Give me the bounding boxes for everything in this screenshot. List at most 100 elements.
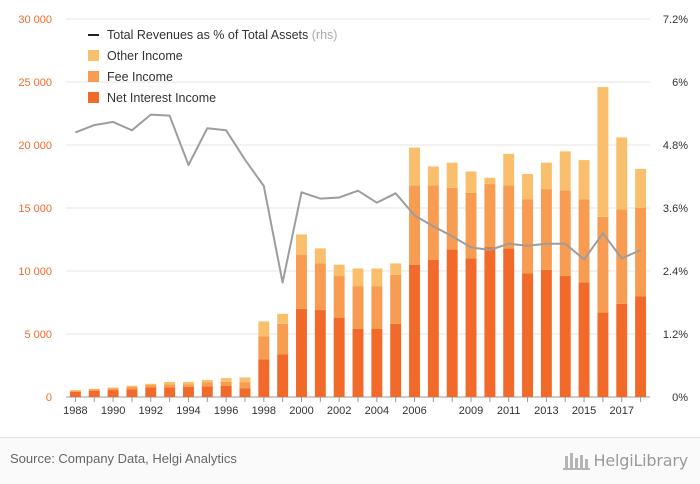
bar-other-income [182,381,194,385]
x-tick-label: 2006 [402,405,426,417]
legend-label-text: Net Interest Income [107,91,216,105]
bar-net-interest-income [239,388,251,397]
x-tick-label: 1998 [252,405,276,417]
x-tick-label: 2015 [572,405,596,417]
bar-fee-income [201,382,213,387]
bar-other-income [88,388,100,390]
x-tick-label: 2017 [609,405,633,417]
bar-fee-income [540,189,552,270]
bar-fee-income [522,199,534,274]
bar-other-income [597,87,609,217]
bar-fee-income [333,276,345,318]
bar-other-income [258,321,270,337]
line-series [75,113,642,284]
bar-other-income [69,390,81,391]
legend-swatch [88,92,99,103]
y-right-tick-label: 3.6% [663,203,688,215]
y-right-tick-label: 2.4% [663,266,688,278]
y-right-tick-label: 0% [672,392,688,404]
bar-net-interest-income [559,276,571,397]
bar-net-interest-income [352,328,364,397]
bar-fee-income [446,187,458,250]
brand-name: HelgiLibrary [593,450,689,470]
bar-fee-income [277,323,289,355]
legend-label-text: Total Revenues as % of Total Assets [107,28,308,42]
bar-other-income [427,166,439,186]
bar-fee-income [352,286,364,329]
bar-other-income [296,234,307,255]
bar-other-income [220,378,232,382]
bar-fee-income [409,185,420,265]
bar-net-interest-income [597,312,609,397]
legend: Total Revenues as % of Total Assets (rhs… [88,28,337,105]
axes: 0 5 000 10 000 15 000 20 000 25 000 30 000 0% 1.… [18,14,688,417]
bar-net-interest-income [427,259,439,397]
bar-fee-income [503,185,515,249]
bar-other-income [522,173,534,200]
bar-other-income [107,387,119,389]
legend-label: Total Revenues as % of Total Assets (rhs… [107,28,337,42]
bar-other-income [145,383,157,386]
bar-fee-income [314,263,326,311]
bar-other-income [465,171,477,193]
x-tick-label: 2004 [365,405,389,417]
bar-net-interest-income [88,390,100,397]
bar-net-interest-income [409,264,420,397]
bar-net-interest-income [446,249,458,397]
bar-fee-income [145,385,157,388]
bar-net-interest-income [164,387,176,397]
bar-fee-income [597,216,609,313]
bar-net-interest-income [333,317,345,397]
bar-fee-income [427,185,439,260]
bar-net-interest-income [465,258,477,397]
legend-label: Other Income [107,49,183,63]
bar-fee-income [258,336,270,360]
bar-net-interest-income [390,323,402,397]
bar-net-interest-income [635,296,647,397]
bar-fee-income [484,184,496,248]
line-revenues-pct-assets [75,113,642,284]
bar-other-income [635,168,647,208]
y-left-tick-label: 25 000 [18,77,52,89]
x-tick-label: 1994 [176,405,200,417]
bar-net-interest-income [126,389,138,397]
bar-fee-income [635,208,647,297]
bar-net-interest-income [371,328,383,397]
bar-other-income [333,264,345,277]
bar-fee-income [126,386,138,390]
y-right-tick-label: 6% [672,77,688,89]
x-tick-label: 2002 [327,405,351,417]
bar-fee-income [390,274,402,324]
y-left-tick-label: 20 000 [18,140,52,152]
bar-other-income [314,248,326,264]
y-left-tick-label: 10 000 [18,266,52,278]
bar-fee-income [296,254,307,309]
bar-net-interest-income [145,387,157,397]
bar-fee-income [465,192,477,259]
bar-net-interest-income [277,354,289,397]
bar-net-interest-income [107,390,119,397]
legend-label-note: (rhs) [308,28,337,42]
bar-other-income [540,162,552,190]
bar-net-interest-income [258,359,270,397]
bar-fee-income [239,382,251,389]
bar-fee-income [616,209,628,304]
bar-other-income [239,377,251,383]
bar-fee-income [371,286,383,329]
bar-fee-income [559,190,571,277]
bar-other-income [484,177,496,185]
bar-net-interest-income [522,273,534,397]
legend-swatch [88,71,99,82]
legend-label: Net Interest Income [107,91,216,105]
bar-fee-income [220,381,232,386]
brand-logo: HelgiLibrary [562,449,689,471]
y-left-tick-label: 0 [46,392,52,404]
bar-fee-income [164,384,176,388]
bar-other-income [164,381,176,385]
legend-label-text: Other Income [107,49,183,63]
bar-other-income [277,313,289,324]
y-right-tick-label: 4.8% [663,140,688,152]
source-note: Source: Company Data, Helgi Analytics [10,451,237,466]
bar-other-income [616,137,628,210]
x-tick-label: 1990 [101,405,125,417]
